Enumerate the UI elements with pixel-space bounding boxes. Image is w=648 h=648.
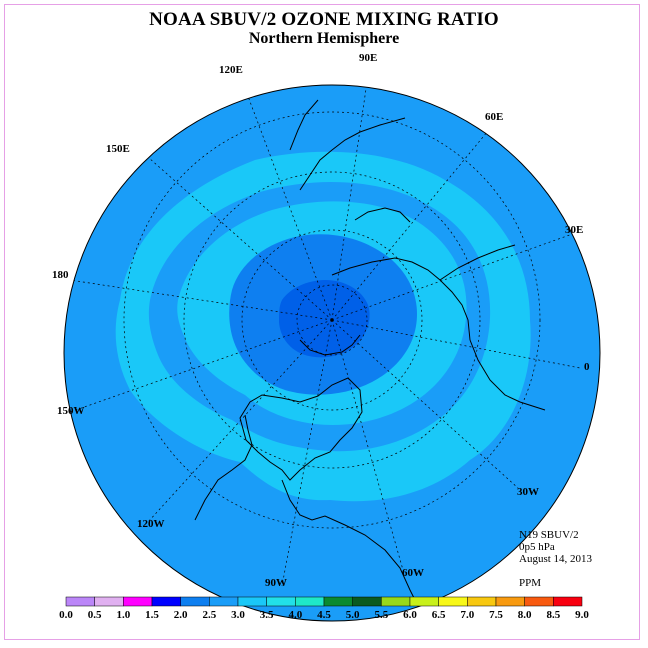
globe-outline bbox=[63, 84, 601, 622]
siberia-coast bbox=[439, 244, 516, 281]
lon-label-150e: 150E bbox=[106, 143, 130, 155]
lon-label-120e: 120E bbox=[219, 64, 243, 76]
ozone-field bbox=[64, 85, 600, 621]
colorbar-tick-label: 9.0 bbox=[575, 609, 589, 621]
latitude-circle-60 bbox=[241, 229, 423, 411]
colorbar-swatch bbox=[524, 596, 554, 607]
lon-label-90e: 90E bbox=[359, 52, 377, 64]
satellite-label: N19 SBUV/2 bbox=[519, 529, 579, 541]
figure-frame bbox=[4, 4, 640, 640]
meridian-line bbox=[281, 319, 333, 587]
lon-label-60e: 60E bbox=[485, 111, 503, 123]
colorbar-tick-label: 1.0 bbox=[116, 609, 130, 621]
colorbar-tick-label: 0.5 bbox=[88, 609, 102, 621]
meridian-line bbox=[239, 85, 333, 321]
meridian-line bbox=[331, 319, 404, 571]
colorbar-swatch bbox=[467, 596, 497, 607]
north-america-coast bbox=[239, 377, 363, 481]
colorbar-tick-label: 2.0 bbox=[174, 609, 188, 621]
lon-label-180: 180 bbox=[52, 269, 69, 281]
colorbar-tick-label: 1.5 bbox=[145, 609, 159, 621]
colorbar-swatch bbox=[409, 596, 439, 607]
east-asia-coast bbox=[299, 117, 406, 191]
meridian-line bbox=[331, 231, 579, 321]
meridian-line bbox=[331, 319, 519, 489]
colorbar-tick-label: 0.0 bbox=[59, 609, 73, 621]
latitude-circle-20 bbox=[123, 111, 541, 529]
colorbar-tick-label: 8.5 bbox=[546, 609, 560, 621]
colorbar-swatch bbox=[438, 596, 468, 607]
lon-label-30w: 30W bbox=[517, 486, 539, 498]
colorbar-swatch bbox=[553, 596, 583, 607]
colorbar-tick-label: 6.0 bbox=[403, 609, 417, 621]
colorbar-swatch bbox=[180, 596, 210, 607]
coastlines bbox=[194, 99, 546, 611]
lon-label-30e: 30E bbox=[565, 224, 583, 236]
lon-label-0: 0 bbox=[584, 361, 590, 373]
colorbar-swatch bbox=[323, 596, 353, 607]
lon-label-150w: 150W bbox=[57, 405, 85, 417]
map-subtitle: Northern Hemisphere bbox=[248, 30, 400, 47]
lon-label-90w: 90W bbox=[265, 577, 287, 589]
colorbar-tick-label: 2.5 bbox=[202, 609, 216, 621]
colorbar-swatch bbox=[495, 596, 525, 607]
west-coast bbox=[194, 414, 253, 521]
colorbar-swatch bbox=[94, 596, 124, 607]
colorbar-swatch bbox=[295, 596, 325, 607]
kamchatka-coast bbox=[289, 99, 319, 151]
meridian-line bbox=[331, 119, 498, 321]
colorbar-swatch bbox=[65, 596, 95, 607]
meridian-line bbox=[69, 279, 333, 321]
colorbar-swatch bbox=[352, 596, 382, 607]
latitude-circle-40 bbox=[183, 171, 481, 469]
meridian-line bbox=[331, 319, 581, 369]
meridians bbox=[69, 85, 581, 587]
colorbar-swatch bbox=[123, 596, 153, 607]
meridian-line bbox=[69, 319, 333, 413]
colorbar-tick-label: 7.0 bbox=[460, 609, 474, 621]
colorbar-tick-label: 4.0 bbox=[288, 609, 302, 621]
colorbar-swatch bbox=[237, 596, 267, 607]
colorbar-swatch bbox=[381, 596, 411, 607]
colorbar-tick-label: 3.0 bbox=[231, 609, 245, 621]
arctic-island-coast bbox=[354, 207, 411, 223]
pressure-level-label: 0p5 hPa bbox=[519, 541, 555, 553]
colorbar-swatch bbox=[151, 596, 181, 607]
latitude-circle-80 bbox=[296, 284, 368, 356]
colorbar-swatch bbox=[266, 596, 296, 607]
greenland-coast bbox=[299, 334, 361, 356]
units-label: PPM bbox=[519, 577, 542, 589]
colorbar-tick-label: 7.5 bbox=[489, 609, 503, 621]
south-america-coast bbox=[281, 479, 421, 611]
colorbar: 0.0 0.5 1.0 1.5 2.0 2.5 3.0 3.5 4.0 4.5 5.0 5.5 6.0 6… bbox=[59, 596, 589, 621]
colorbar-tick-label: 8.0 bbox=[518, 609, 532, 621]
europe-coast bbox=[469, 339, 546, 411]
lon-label-120w: 120W bbox=[137, 518, 165, 530]
eurasia-coast bbox=[331, 257, 471, 341]
colorbar-tick-label: 5.0 bbox=[346, 609, 360, 621]
colorbar-tick-label: 3.5 bbox=[260, 609, 274, 621]
meridian-line bbox=[147, 319, 333, 523]
colorbar-tick-label: 4.5 bbox=[317, 609, 331, 621]
colorbar-tick-label: 5.5 bbox=[374, 609, 388, 621]
graticule bbox=[69, 85, 581, 587]
colorbar-tick-label: 6.5 bbox=[432, 609, 446, 621]
date-label: August 14, 2013 bbox=[519, 553, 593, 565]
lon-label-60w: 60W bbox=[402, 567, 424, 579]
colorbar-swatch bbox=[209, 596, 239, 607]
map-title: NOAA SBUV/2 OZONE MIXING RATIO bbox=[149, 9, 499, 30]
